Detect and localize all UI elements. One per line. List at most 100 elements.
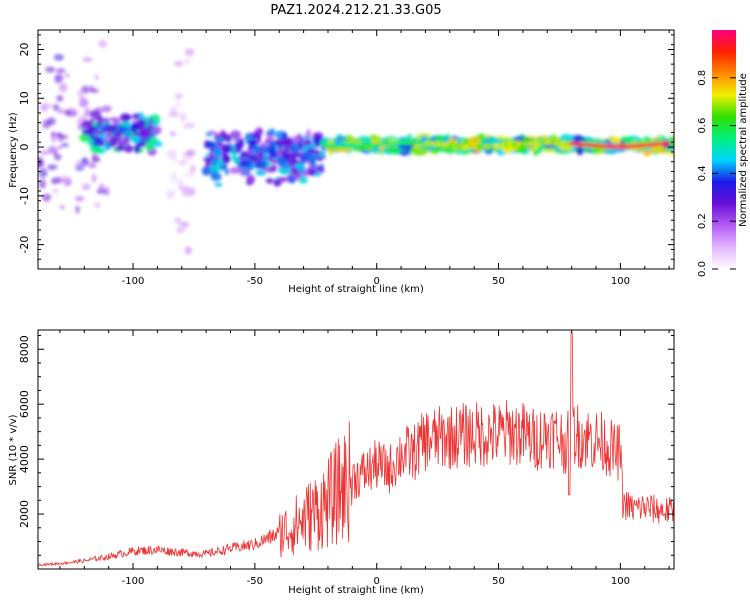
spectral-blob: [45, 66, 56, 73]
spectral-blob: [277, 157, 286, 167]
spectral-blob: [255, 169, 267, 176]
spectral-blob: [88, 162, 97, 169]
spectral-blob: [60, 204, 65, 210]
spectral-blob: [279, 166, 291, 175]
spectral-blob: [178, 160, 188, 166]
x-tick-label: -100: [122, 276, 145, 287]
spectral-blob: [39, 150, 50, 155]
x-tick-label: 50: [492, 576, 505, 587]
y-tick-label: 6000: [18, 390, 31, 418]
spectral-blob: [79, 93, 86, 103]
x-tick-label: 0: [374, 276, 380, 287]
spectral-blob: [94, 75, 100, 80]
spectral-blob: [79, 133, 91, 143]
spectral-blob: [183, 58, 191, 65]
spectral-blob: [56, 95, 64, 102]
spectral-core: [664, 141, 671, 146]
spectral-blob: [298, 176, 308, 184]
spectral-blob: [287, 158, 299, 167]
spectral-blob: [275, 138, 287, 147]
spectral-blob: [170, 106, 177, 115]
spectral-blob: [136, 118, 147, 128]
spectral-blob: [123, 129, 132, 138]
y-tick-label: 4000: [18, 445, 31, 473]
spectral-blob: [123, 144, 134, 153]
snr-panel: -100 -50 0 50 100 2000 4000 6000 8000 Height of…: [8, 329, 675, 596]
spectral-blob: [303, 138, 312, 146]
spectral-blob: [576, 146, 584, 156]
spectral-blob: [206, 131, 213, 137]
spectral-blob: [55, 176, 64, 184]
spectral-blob: [214, 182, 223, 187]
spectral-blob: [276, 149, 282, 158]
spectral-blob: [201, 166, 211, 176]
spectral-blob: [186, 149, 196, 157]
spectral-blob: [269, 164, 277, 173]
spectral-blob: [130, 123, 138, 133]
spectral-blob: [52, 188, 59, 194]
spectral-blob: [104, 186, 110, 196]
y-tick-label: 2000: [18, 500, 31, 528]
spectral-blob: [80, 85, 90, 94]
spectral-blob: [56, 68, 66, 74]
spectral-blob: [311, 160, 317, 170]
spectral-blob: [114, 146, 125, 152]
spectral-blob: [312, 150, 321, 156]
spectral-blob: [150, 120, 160, 127]
spectral-blob: [656, 136, 661, 141]
spectral-blob: [300, 151, 313, 162]
y-tick-label: 0: [18, 144, 31, 151]
spectral-blob: [213, 146, 221, 156]
spectral-blob: [179, 112, 187, 122]
spectral-blob: [39, 178, 46, 189]
snr-y-label: SNR (10 * v/v): [8, 414, 19, 485]
spectral-blob: [558, 144, 573, 151]
x-tick-label: -50: [247, 276, 263, 287]
spectral-blob: [47, 145, 58, 154]
spectral-blob: [176, 101, 181, 108]
spectral-blob: [430, 147, 440, 153]
spectral-blob: [87, 138, 93, 146]
spectral-blob: [522, 136, 533, 142]
spectral-blob: [62, 174, 67, 184]
spectral-blob: [85, 107, 90, 113]
y-tick-label: 20: [18, 43, 31, 57]
spectral-blob: [468, 136, 481, 147]
spectral-blob: [176, 227, 186, 234]
spectral-blob: [96, 188, 107, 194]
spectral-blob: [109, 117, 120, 122]
colorbar-tick-label: 0.4: [697, 165, 708, 181]
snr-series-line: [38, 332, 674, 567]
spectral-blob: [134, 143, 141, 154]
spectral-blob: [295, 163, 304, 168]
spectral-blob: [139, 131, 151, 137]
spectral-blob: [620, 136, 633, 142]
spectral-blob: [173, 217, 182, 223]
spectral-blob: [76, 118, 83, 125]
colorbar-gradient: [712, 30, 736, 269]
colorbar-tick-label: 0.0: [697, 261, 708, 277]
x-tick-label: 0: [374, 576, 380, 587]
spectral-blob: [47, 164, 58, 170]
colorbar: 0.0 0.2 0.4 0.6 0.8 Normalized spectral ampl…: [697, 30, 749, 277]
spectral-blob: [166, 149, 177, 159]
snr-x-label: Height of straight line (km): [288, 585, 424, 596]
spectral-blob: [240, 159, 251, 167]
spectral-blob: [246, 174, 255, 185]
spectral-blob: [314, 136, 320, 145]
spectral-blob: [64, 73, 70, 78]
spectral-blob: [105, 124, 118, 133]
snr-frame: [37, 329, 675, 570]
spectral-blob: [92, 136, 103, 142]
spectrogram-y-ticks: -20 -10 0 10 20: [18, 34, 674, 270]
spectral-blob: [91, 140, 104, 147]
spectral-blob: [174, 93, 183, 100]
spectral-blob: [57, 107, 64, 114]
spectral-blob: [60, 135, 69, 139]
spectral-blob: [231, 152, 238, 162]
x-tick-label: -100: [122, 576, 145, 587]
spectral-blob: [63, 109, 72, 116]
spectral-blob: [152, 125, 162, 135]
spectral-blob: [559, 133, 575, 143]
y-tick-label: -10: [18, 187, 31, 205]
